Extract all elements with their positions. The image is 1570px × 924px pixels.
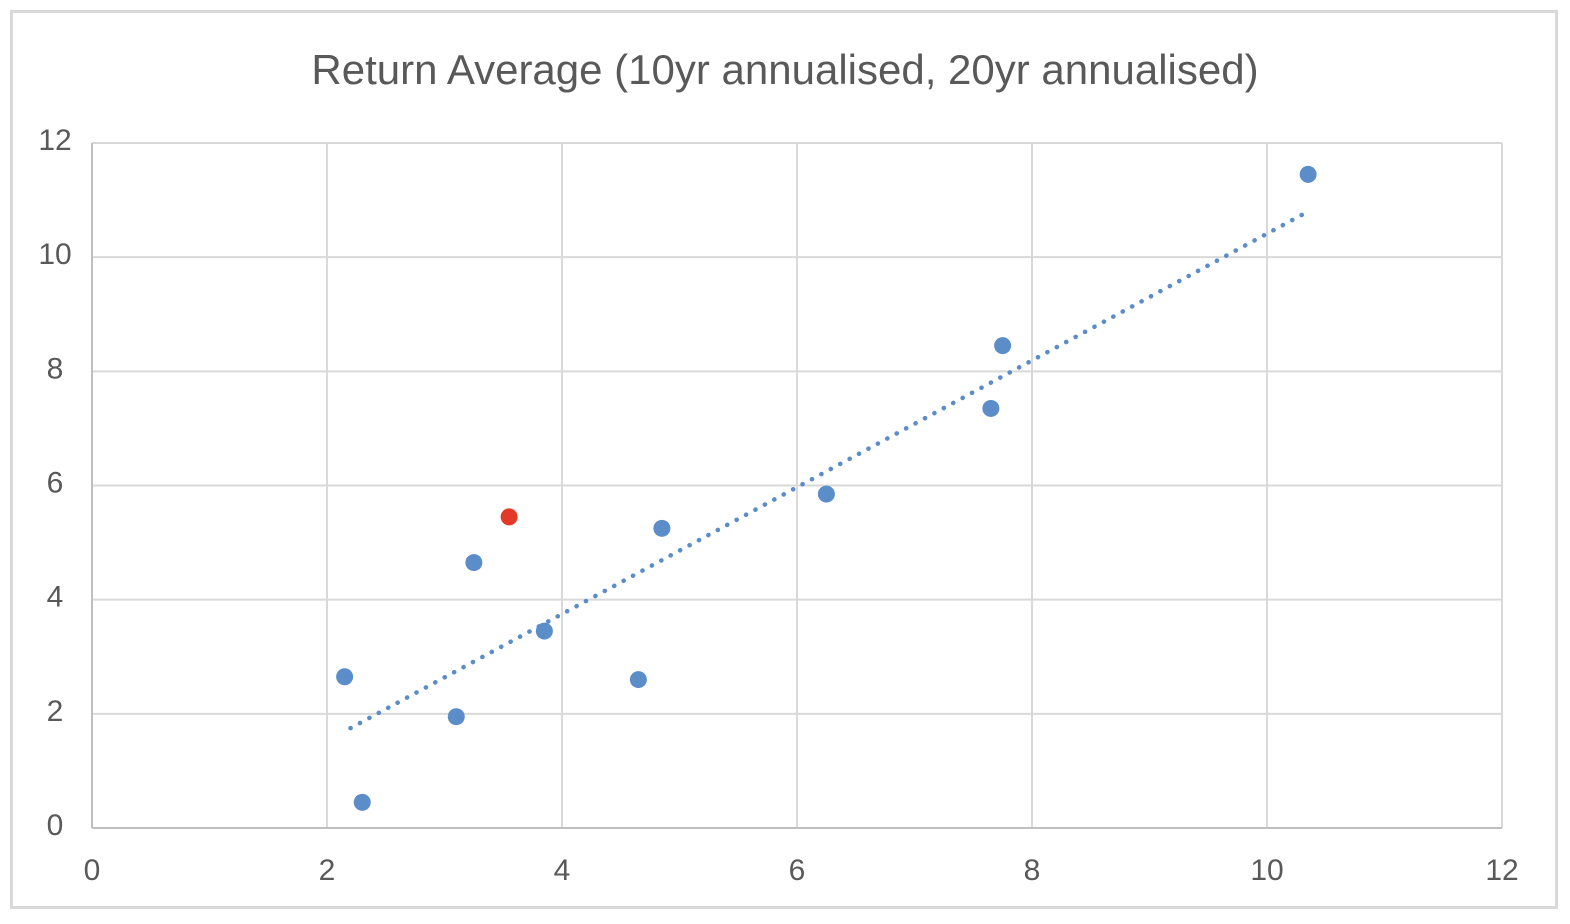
data-point (336, 668, 354, 686)
x-axis-tick-label: 6 (789, 854, 806, 887)
y-axis-tick-label: 10 (38, 238, 71, 271)
data-point (817, 485, 835, 503)
data-point (353, 793, 371, 811)
y-axis-tick-label: 0 (47, 809, 64, 842)
chart-title: Return Average (10yr annualised, 20yr an… (311, 46, 1259, 93)
data-point (653, 519, 671, 537)
chart-border (10, 10, 1558, 909)
y-axis-tick-label: 6 (47, 467, 64, 500)
y-axis-tick-label: 12 (38, 124, 71, 157)
highlight-data-point (500, 508, 518, 526)
y-axis-tick-label: 2 (47, 695, 64, 728)
data-point (535, 622, 553, 640)
data-point (994, 337, 1012, 355)
x-axis-tick-label: 8 (1024, 854, 1041, 887)
x-axis-tick-label: 2 (319, 854, 336, 887)
x-axis-tick-label: 4 (554, 854, 571, 887)
trendline (348, 209, 1311, 731)
x-axis-tick-label: 12 (1485, 854, 1518, 887)
data-point (1299, 165, 1317, 183)
data-point (447, 708, 465, 726)
y-axis-tick-label: 4 (47, 581, 64, 614)
data-point (982, 399, 1000, 417)
data-point (629, 671, 647, 689)
x-axis-tick-label: 0 (84, 854, 101, 887)
y-axis-tick-label: 8 (47, 352, 64, 385)
x-axis-tick-label: 10 (1250, 854, 1283, 887)
data-point (465, 554, 483, 572)
